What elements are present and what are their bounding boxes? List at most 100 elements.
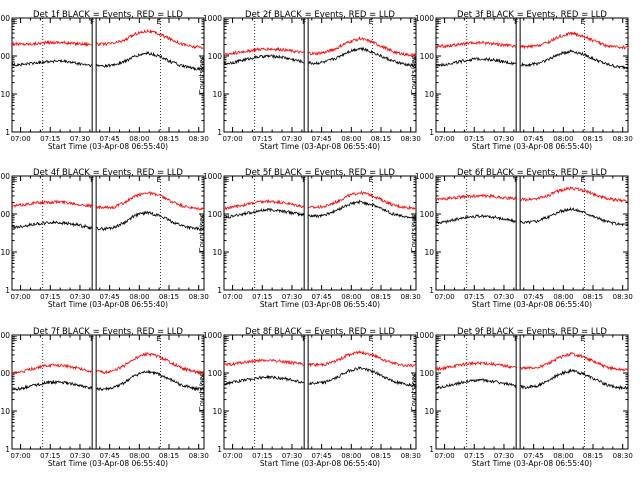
series-line-events-seg0 <box>435 378 517 390</box>
marker-label-e: E <box>580 18 584 26</box>
x-tick-label: 07:30 <box>282 452 302 460</box>
series-line-events-seg0 <box>223 207 305 219</box>
marker-label-f: F <box>302 18 306 26</box>
plot-frame <box>11 17 205 133</box>
plot-frame <box>223 334 417 450</box>
y-tick-label: 1 <box>217 286 222 295</box>
marker-label-f: F <box>302 176 306 184</box>
x-tick-label: 08:00 <box>341 293 361 301</box>
y-tick-label: 10 <box>424 407 434 416</box>
x-tick-label: 07:00 <box>434 135 454 143</box>
x-tick-label: 07:45 <box>100 452 120 460</box>
marker-label-f: F <box>90 335 94 343</box>
series-line-lld-seg0 <box>435 361 517 372</box>
marker-label-e: E <box>156 18 160 26</box>
panel-det-3: Det 3f BLACK = Events, RED = LLD 1 10 100 10… <box>410 10 633 151</box>
series-line-events-seg0 <box>11 379 93 392</box>
y-axis-label: Counts/sec <box>198 56 206 95</box>
marker-label-e: E <box>156 335 160 343</box>
y-tick-label: 1000 <box>0 172 10 181</box>
series-line-lld-seg0 <box>11 39 92 47</box>
series-line-events-seg1 <box>96 210 205 232</box>
x-tick-label: 08:30 <box>613 452 633 460</box>
series-line-lld-seg0 <box>223 198 305 211</box>
series-line-lld-seg1 <box>520 186 629 203</box>
marker-label-f: F <box>90 176 94 184</box>
marker-label-e: E <box>156 176 160 184</box>
x-tick-label: 08:00 <box>129 293 149 301</box>
y-tick-label: 1 <box>217 445 222 454</box>
y-tick-label: 10 <box>212 90 222 99</box>
x-tick-label: 08:30 <box>613 135 633 143</box>
panel-det-2: Det 2f BLACK = Events, RED = LLD 1 10 100 10… <box>198 10 421 151</box>
plot-frame <box>11 334 205 450</box>
panel-title: Det 2f BLACK = Events, RED = LLD <box>245 10 395 20</box>
y-tick-label: 1 <box>429 128 434 137</box>
series-line-lld-seg1 <box>308 35 417 58</box>
y-tick-label: 10 <box>0 90 10 99</box>
marker-label-f: F <box>514 335 518 343</box>
x-tick-label: 08:00 <box>553 293 573 301</box>
series-line-events-seg0 <box>12 219 93 230</box>
x-axis-label: Start Time (03-Apr-08 06:55:40) <box>48 300 168 309</box>
x-tick-label: 08:30 <box>401 452 421 460</box>
marker-label-f: F <box>514 176 518 184</box>
series-line-events-seg1 <box>308 366 417 388</box>
series-line-lld-seg0 <box>435 193 517 202</box>
x-tick-label: 07:00 <box>434 293 454 301</box>
x-axis-label: Start Time (03-Apr-08 06:55:40) <box>48 142 168 151</box>
x-tick-label: 07:30 <box>70 135 90 143</box>
y-tick-label: 1 <box>5 128 10 137</box>
marker-label-f: F <box>514 18 518 26</box>
x-tick-label: 07:45 <box>312 293 332 301</box>
x-tick-label: 07:00 <box>222 135 242 143</box>
y-tick-label: 1000 <box>203 331 222 340</box>
y-tick-label: 1000 <box>203 172 222 181</box>
series-line-events-seg1 <box>308 46 417 68</box>
y-tick-label: 1000 <box>415 14 434 23</box>
x-tick-label: 07:15 <box>40 135 60 143</box>
x-axis-label: Start Time (03-Apr-08 06:55:40) <box>260 300 380 309</box>
y-tick-label: 10 <box>0 248 10 257</box>
panel-det-9: Det 9f BLACK = Events, RED = LLD 1 10 100 10… <box>410 327 633 468</box>
y-tick-label: 100 <box>0 369 10 378</box>
x-tick-label: 07:00 <box>10 135 30 143</box>
x-tick-label: 08:15 <box>159 452 179 460</box>
panel-det-1: Det 1f BLACK = Events, RED = LLD 1 10 100 10… <box>0 10 209 151</box>
y-tick-label: 100 <box>208 52 223 61</box>
x-tick-label: 07:30 <box>282 135 302 143</box>
y-tick-label: 100 <box>420 52 435 61</box>
x-tick-label: 08:00 <box>553 452 573 460</box>
x-tick-label: 08:15 <box>583 135 603 143</box>
plot-frame <box>435 334 629 450</box>
panel-title: Det 1f BLACK = Events, RED = LLD <box>33 10 183 20</box>
series-line-lld-seg1 <box>96 351 205 376</box>
x-tick-label: 07:15 <box>464 293 484 301</box>
y-tick-label: 100 <box>420 210 435 219</box>
x-tick-label: 07:30 <box>282 293 302 301</box>
y-tick-label: 10 <box>212 407 222 416</box>
x-tick-label: 07:00 <box>10 452 30 460</box>
x-tick-label: 07:00 <box>10 293 30 301</box>
y-tick-label: 10 <box>424 248 434 257</box>
marker-label-e-left: E <box>225 176 229 184</box>
y-axis-label: Counts/sec <box>410 214 418 253</box>
y-tick-label: 1 <box>5 286 10 295</box>
y-tick-label: 1 <box>5 445 10 454</box>
y-tick-label: 10 <box>212 248 222 257</box>
series-line-lld-seg0 <box>223 358 304 367</box>
x-axis-label: Start Time (03-Apr-08 06:55:40) <box>48 459 168 468</box>
marker-label-e-left: E <box>13 335 17 343</box>
x-tick-label: 07:15 <box>464 452 484 460</box>
x-tick-label: 08:15 <box>583 452 603 460</box>
panel-title: Det 9f BLACK = Events, RED = LLD <box>457 327 607 337</box>
y-tick-label: 1000 <box>203 14 222 23</box>
y-axis-label: Counts/sec <box>410 56 418 95</box>
series-line-events-seg0 <box>11 58 92 68</box>
y-tick-label: 1000 <box>415 331 434 340</box>
series-line-lld-seg1 <box>308 190 417 211</box>
x-tick-label: 07:15 <box>252 135 272 143</box>
series-line-events-seg1 <box>520 49 629 70</box>
series-line-events-seg1 <box>520 368 629 391</box>
